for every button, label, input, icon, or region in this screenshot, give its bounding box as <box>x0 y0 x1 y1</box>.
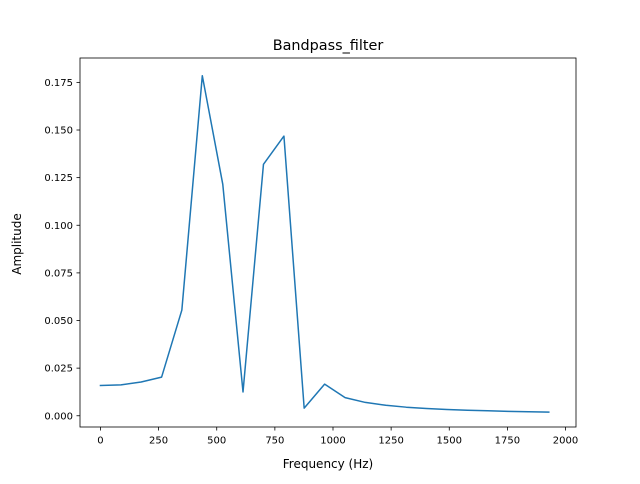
y-tick-label: 0.125 <box>44 173 73 184</box>
axis-ticks: 0 250 500 750 1000 1250 1500 1750 2000 0.000 0.025… <box>44 78 578 447</box>
x-tick-label: 1750 <box>495 436 520 447</box>
y-tick-label: 0.075 <box>44 268 73 279</box>
y-tick-label: 0.025 <box>44 364 73 375</box>
x-axis-label: Frequency (Hz) <box>283 457 374 471</box>
y-tick-label: 0.050 <box>44 316 73 327</box>
x-tick-label: 1000 <box>320 436 345 447</box>
x-tick-label: 1250 <box>378 436 403 447</box>
x-tick-label: 250 <box>149 436 168 447</box>
y-tick-label: 0.175 <box>44 78 73 89</box>
plot-series <box>99 74 550 413</box>
x-tick-label: 1500 <box>437 436 462 447</box>
x-tick-label: 0 <box>97 436 103 447</box>
y-tick-label: 0.150 <box>44 126 73 137</box>
y-axis-label: Amplitude <box>10 213 24 275</box>
chart-title: Bandpass_filter <box>273 38 384 54</box>
y-tick-label: 0.100 <box>44 221 73 232</box>
x-tick-label: 2000 <box>553 436 578 447</box>
x-tick-label: 500 <box>207 436 226 447</box>
y-tick-label: 0.000 <box>44 411 73 422</box>
series-line <box>99 74 550 413</box>
x-tick-label: 750 <box>265 436 284 447</box>
plot-frame <box>79 57 577 428</box>
